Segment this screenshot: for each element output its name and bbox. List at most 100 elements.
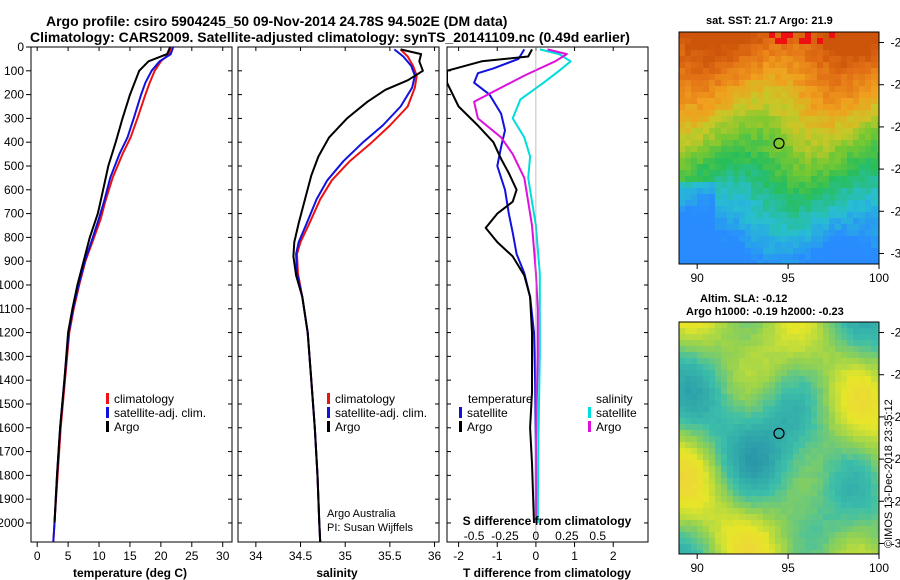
map-cell [823,152,829,158]
map-cell [763,520,769,526]
map-cell [721,514,727,520]
map-cell [787,176,793,182]
map-cell [703,544,709,550]
map-cell [847,158,853,164]
map-cell [859,400,865,406]
map-cell [775,418,781,424]
map-cell [733,526,739,532]
map-cell [703,502,709,508]
map-cell [751,496,757,502]
map-cell [685,532,691,538]
map-cell [775,490,781,496]
map-cell [859,436,865,442]
map-cell [763,104,769,110]
map-cell [781,334,787,340]
map-cell [829,170,835,176]
map-cell [841,98,847,104]
map-cell [739,352,745,358]
map-cell [763,502,769,508]
map-cell [727,134,733,140]
map-cell [865,436,871,442]
map-cell [859,466,865,472]
map-cell [871,394,877,400]
map-cell [817,128,823,134]
map-cell [811,388,817,394]
difference-legend-salinity: salinity satellite Argo [588,392,637,434]
map-cell [703,364,709,370]
map-cell [769,206,775,212]
map-cell [859,56,865,62]
x-tick-label: 15 [123,549,137,563]
sst-map: -20-22-24-26-28-309095100 [678,31,900,285]
map-cell [799,98,805,104]
map-cell [817,538,823,544]
map-cell [769,74,775,80]
map-cell [739,242,745,248]
map-cell [727,364,733,370]
map-cell [751,176,757,182]
map-cell [721,334,727,340]
map-cell [733,104,739,110]
map-cell [793,260,799,264]
map-cell [709,478,715,484]
map-cell [703,212,709,218]
map-cell [811,92,817,98]
map-cell [763,544,769,550]
map-cell [787,532,793,538]
map-cell [757,230,763,236]
legend-swatch-s-satellite [588,407,591,418]
map-cell [751,104,757,110]
map-cell [769,110,775,116]
map-cell [787,122,793,128]
map-cell [721,194,727,200]
map-cell [757,50,763,56]
map-cell [715,242,721,248]
map-cell [829,436,835,442]
map-cell [727,406,733,412]
map-cell [679,32,685,38]
map-cell [793,212,799,218]
map-cell [703,436,709,442]
map-cell [733,520,739,526]
map-cell [769,128,775,134]
map-cell [679,74,685,80]
map-cell [823,86,829,92]
map-cell [721,322,727,328]
map-cell [751,526,757,532]
map-cell [745,134,751,140]
map-cell [877,550,879,554]
map-cell [871,532,877,538]
map-cell [853,508,859,514]
map-cell [853,520,859,526]
map-cell [739,68,745,74]
map-cell [787,544,793,550]
map-cell [775,224,781,230]
map-cell [745,212,751,218]
map-cell [799,104,805,110]
map-cell [697,80,703,86]
map-cell [733,502,739,508]
map-cell [835,224,841,230]
map-cell [799,448,805,454]
map-cell [697,484,703,490]
map-cell [751,68,757,74]
map-cell [703,412,709,418]
map-cell [763,86,769,92]
map-cell [691,436,697,442]
map-cell [865,454,871,460]
map-cell [727,376,733,382]
map-cell [859,376,865,382]
map-cell [751,98,757,104]
legend-swatch-s-argo [588,421,591,432]
map-cell [721,466,727,472]
map-cell [679,520,685,526]
map-cell [709,412,715,418]
map-cell [691,92,697,98]
map-cell [721,478,727,484]
map-cell [769,532,775,538]
map-cell [859,194,865,200]
map-cell [745,182,751,188]
map-cell [733,62,739,68]
map-cell [745,466,751,472]
map-cell [871,400,877,406]
